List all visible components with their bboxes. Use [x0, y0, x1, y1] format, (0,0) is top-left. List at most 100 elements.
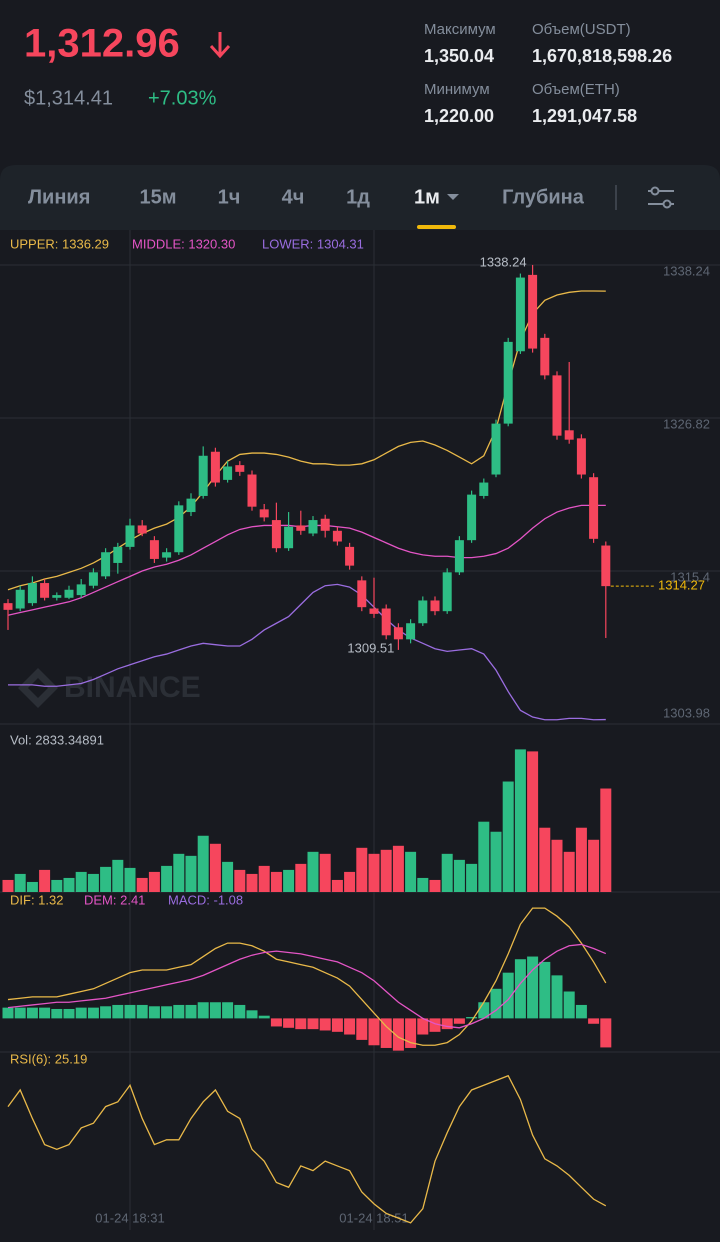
- macd-bar: [551, 975, 563, 1019]
- volume-bar: [295, 863, 307, 892]
- volume-bar: [417, 877, 429, 892]
- volume-bar: [331, 879, 343, 892]
- volume-bar: [380, 849, 392, 892]
- macd-bar: [466, 1017, 478, 1019]
- macd-bar: [307, 1018, 319, 1030]
- macd-bar: [600, 1018, 612, 1048]
- volume-bar: [502, 781, 514, 892]
- volume-bar: [124, 867, 136, 892]
- macd-bar: [26, 1007, 38, 1019]
- volume-bar: [319, 853, 331, 892]
- volume-bar: [405, 851, 417, 892]
- volume-bar: [392, 845, 404, 892]
- volume-bar: [148, 871, 160, 892]
- volume-bar: [209, 843, 221, 892]
- y-tick-label: 1303.98: [663, 705, 710, 720]
- volume-bar: [87, 873, 99, 892]
- candle-body: [259, 509, 269, 518]
- macd-bar: [197, 1002, 209, 1019]
- candle-body: [296, 525, 306, 531]
- candle-body: [3, 603, 13, 610]
- macd-bar: [173, 1004, 185, 1019]
- candle-body: [442, 572, 452, 612]
- macd-bar: [234, 1004, 246, 1019]
- candle-body: [125, 525, 135, 547]
- volume-bar: [478, 821, 490, 892]
- tab[interactable]: 1д: [346, 186, 370, 208]
- volume-bar: [246, 873, 258, 892]
- macd-bar: [344, 1018, 356, 1035]
- tab[interactable]: 15м: [139, 186, 176, 208]
- macd-bar: [39, 1007, 51, 1019]
- volume-bar: [39, 869, 51, 892]
- macd-bar: [368, 1018, 380, 1046]
- volume-bar: [75, 871, 87, 892]
- macd-bar: [392, 1018, 404, 1051]
- candle-body: [247, 474, 257, 507]
- volume-bar: [563, 851, 575, 892]
- macd-bar: [453, 1018, 465, 1024]
- stat-label: Максимум: [424, 21, 496, 38]
- volume-bar: [161, 865, 173, 892]
- y-tick-label: 1326.82: [663, 416, 710, 431]
- candle-body: [467, 494, 477, 541]
- low-label: 1309.51: [347, 640, 394, 655]
- tab[interactable]: 1м: [414, 186, 440, 208]
- macd-bar: [14, 1007, 26, 1019]
- macd-bar: [331, 1018, 343, 1032]
- indicator-label: RSI(6): 25.19: [10, 1051, 87, 1066]
- macd-bar: [588, 1018, 600, 1024]
- macd-bar: [209, 1002, 221, 1019]
- candle-body: [369, 608, 379, 614]
- macd-bar: [490, 988, 502, 1019]
- watermark: BINANCE: [18, 668, 201, 708]
- volume-bar: [368, 853, 380, 892]
- volume-bar: [600, 788, 612, 892]
- usd-price: $1,314.41: [24, 87, 113, 109]
- current-price: 1314.27: [658, 578, 705, 593]
- settings-icon[interactable]: [648, 186, 674, 209]
- candle-body: [162, 552, 172, 558]
- candle-body: [515, 277, 525, 352]
- volume-bar: [429, 879, 441, 892]
- macd-bar: [136, 1004, 148, 1019]
- volume-bar: [551, 839, 563, 892]
- candle-body: [406, 623, 416, 640]
- candle-body: [223, 466, 233, 480]
- volume-bar: [575, 827, 587, 892]
- macd-bar: [429, 1018, 441, 1032]
- candle-body: [589, 477, 599, 539]
- macd-bar: [63, 1008, 75, 1019]
- tab-bar: [0, 165, 720, 230]
- candle-body: [308, 520, 318, 534]
- candle-body: [40, 583, 50, 598]
- volume-bar: [283, 869, 295, 892]
- macd-bar: [575, 1004, 587, 1019]
- tab[interactable]: 4ч: [282, 186, 305, 208]
- indicator-label: LOWER: 1304.31: [262, 236, 364, 251]
- macd-bar: [380, 1018, 392, 1048]
- macd-bar: [87, 1007, 99, 1019]
- high-label: 1338.24: [480, 254, 527, 269]
- macd-bar: [51, 1008, 63, 1019]
- stat-label: Объем(USDT): [532, 21, 631, 38]
- volume-bar: [112, 859, 124, 892]
- candle-body: [113, 546, 123, 563]
- candle-body: [76, 584, 86, 596]
- macd-bar: [258, 1015, 270, 1019]
- candle-body: [149, 540, 159, 559]
- candle-body: [15, 589, 25, 609]
- tab[interactable]: 1ч: [218, 186, 241, 208]
- macd-bar: [246, 1010, 258, 1019]
- volume-bar: [234, 869, 246, 892]
- indicator-label: DEM: 2.41: [84, 892, 145, 907]
- candle-body: [52, 595, 62, 598]
- tab[interactable]: Глубина: [502, 186, 585, 208]
- macd-bar: [356, 1018, 368, 1040]
- y-tick-label: 1315.4: [670, 569, 710, 584]
- volume-bar: [344, 871, 356, 892]
- indicator-label: Vol: 2833.34891: [10, 732, 104, 747]
- macd-bar: [124, 1004, 136, 1019]
- tab[interactable]: Линия: [28, 186, 90, 208]
